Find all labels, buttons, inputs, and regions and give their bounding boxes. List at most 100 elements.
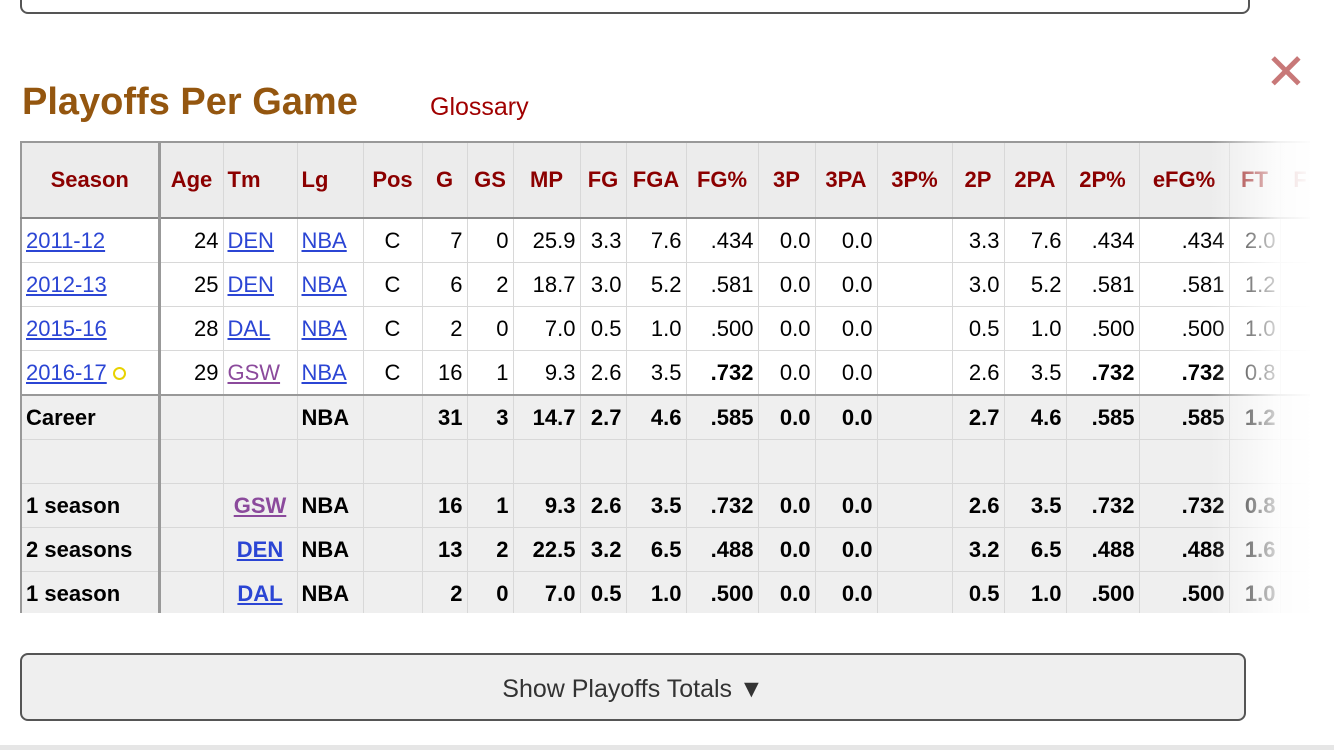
- stat-cell-p3: 0.0: [757, 350, 816, 396]
- stat-cell-p3p: [876, 483, 953, 528]
- career-row: Career NBA 31 3 14.7 2.7 4.6.585 0.0 0.0 2.7 4.6.5…: [20, 394, 1310, 440]
- season-link[interactable]: 2016-17: [26, 359, 107, 385]
- stat-cell-mp: 7.0: [512, 306, 581, 351]
- stat-cell-g: 16: [421, 483, 468, 528]
- team-link[interactable]: GSW: [227, 359, 281, 385]
- previous-section-button[interactable]: [20, 0, 1250, 14]
- spacer-cell: [876, 439, 953, 484]
- column-header-season[interactable]: Season: [20, 141, 161, 219]
- stat-cell-g: 7: [421, 217, 468, 263]
- stat-cell-fgp: .581: [685, 262, 759, 307]
- show-playoffs-totals-button[interactable]: Show Playoffs Totals ▼: [20, 653, 1246, 721]
- stat-cell-gs: 0: [466, 306, 514, 351]
- team-cell: [222, 394, 298, 440]
- summary-label-cell: 1 season: [20, 483, 161, 528]
- column-header-tm[interactable]: Tm: [222, 141, 298, 219]
- team-link[interactable]: GSW: [233, 492, 287, 518]
- stat-cell-fg: 0.5: [579, 571, 627, 613]
- column-header-2pa[interactable]: 2PA: [1003, 141, 1067, 219]
- team-link[interactable]: DEN: [236, 536, 284, 562]
- pos-cell: C: [362, 217, 423, 263]
- stat-cell-efg: .434: [1138, 217, 1230, 263]
- column-header-2p[interactable]: 2P: [951, 141, 1005, 219]
- league-link[interactable]: NBA: [301, 271, 347, 297]
- column-header-age[interactable]: Age: [158, 141, 224, 219]
- league-link[interactable]: NBA: [301, 227, 347, 253]
- stat-cell-fg: 2.6: [579, 483, 627, 528]
- pos-cell: [362, 394, 423, 440]
- stat-cell-mp: 22.5: [512, 527, 581, 572]
- glossary-link[interactable]: Glossary: [430, 93, 529, 121]
- stat-cell-g: 2: [421, 306, 468, 351]
- column-header-efg-pct[interactable]: eFG%: [1138, 141, 1230, 219]
- pos-cell: [362, 571, 423, 613]
- season-link[interactable]: 2011-12: [26, 227, 106, 253]
- column-header-3pa[interactable]: 3PA: [814, 141, 878, 219]
- stat-cell-fga: 1.0: [625, 571, 687, 613]
- column-header-fg-pct[interactable]: FG%: [685, 141, 759, 219]
- league-cell: NBA: [296, 394, 364, 440]
- stat-cell-p2p: .488: [1065, 527, 1140, 572]
- team-cell: GSW: [222, 483, 298, 528]
- column-header-2p-pct[interactable]: 2P%: [1065, 141, 1140, 219]
- spacer-cell: [20, 439, 161, 484]
- close-icon[interactable]: ✕: [1265, 44, 1307, 100]
- team-link[interactable]: DEN: [227, 227, 274, 253]
- stat-cell-p3: 0.0: [757, 262, 816, 307]
- column-header-fga[interactable]: FGA: [625, 141, 687, 219]
- stat-cell-p2: 3.2: [951, 527, 1005, 572]
- stat-cell-fga: 3.5: [625, 350, 687, 396]
- column-header-mp[interactable]: MP: [512, 141, 581, 219]
- stat-cell-p2a: 3.5: [1003, 350, 1067, 396]
- stat-cell-fga: 3.5: [625, 483, 687, 528]
- column-header-gs[interactable]: GS: [466, 141, 514, 219]
- column-header-pos[interactable]: Pos: [362, 141, 423, 219]
- stat-cell-p2a: 3.5: [1003, 483, 1067, 528]
- league-link[interactable]: NBA: [301, 315, 347, 341]
- stat-cell-p2p: .581: [1065, 262, 1140, 307]
- column-header-g[interactable]: G: [421, 141, 468, 219]
- stat-cell-p2: 2.7: [951, 394, 1005, 440]
- column-header-lg[interactable]: Lg: [296, 141, 364, 219]
- column-header-ft[interactable]: FT: [1228, 141, 1281, 219]
- stat-cell-mp: 25.9: [512, 217, 581, 263]
- season-link[interactable]: 2012-13: [26, 271, 107, 297]
- pos-cell: C: [362, 262, 423, 307]
- column-header-3p[interactable]: 3P: [757, 141, 816, 219]
- stat-cell-p2a: 1.0: [1003, 306, 1067, 351]
- column-header-3p-pct[interactable]: 3P%: [876, 141, 953, 219]
- stat-cell-gs: 2: [466, 527, 514, 572]
- league-cell: NBA: [296, 306, 364, 351]
- age-cell: [158, 483, 224, 528]
- spacer-cell: [466, 439, 514, 484]
- stat-cell-fga: 5.2: [625, 262, 687, 307]
- spacer-cell: [814, 439, 878, 484]
- stat-cell-p2p: .434: [1065, 217, 1140, 263]
- pos-cell: C: [362, 350, 423, 396]
- league-cell: NBA: [296, 262, 364, 307]
- stat-cell-p3p: [876, 571, 953, 613]
- season-cell: 2015-16: [20, 306, 161, 351]
- table-row: 2015-16 28 DAL NBA C 2 0 7.0 0.5 1.0.500 0.0 0.0 0.5…: [20, 306, 1310, 351]
- season-link[interactable]: 2015-16: [26, 315, 107, 341]
- team-link[interactable]: DAL: [237, 580, 283, 606]
- stat-cell-fg: 3.0: [579, 262, 627, 307]
- column-header-partial[interactable]: F: [1279, 141, 1310, 219]
- stat-cell-fg: 2.7: [579, 394, 627, 440]
- team-link[interactable]: DAL: [227, 315, 271, 341]
- league-link[interactable]: NBA: [301, 359, 347, 385]
- column-header-fg[interactable]: FG: [579, 141, 627, 219]
- age-cell: 25: [158, 262, 224, 307]
- stat-cell-p3a: 0.0: [814, 217, 878, 263]
- stat-cell-efg: .581: [1138, 262, 1230, 307]
- spacer-cell: [951, 439, 1005, 484]
- team-cell: DEN: [222, 217, 298, 263]
- spacer-cell: [1279, 439, 1310, 484]
- team-link[interactable]: DEN: [227, 271, 274, 297]
- playoffs-per-game-table-wrapper[interactable]: Season Age Tm Lg Pos G GS MP FG FGA FG% …: [20, 141, 1310, 613]
- stat-cell-p2p: .500: [1065, 306, 1140, 351]
- season-cell: 2012-13: [20, 262, 161, 307]
- stat-cell-fg: 3.2: [579, 527, 627, 572]
- spacer-cell: [685, 439, 759, 484]
- stat-cell-ft: 1.2: [1228, 262, 1281, 307]
